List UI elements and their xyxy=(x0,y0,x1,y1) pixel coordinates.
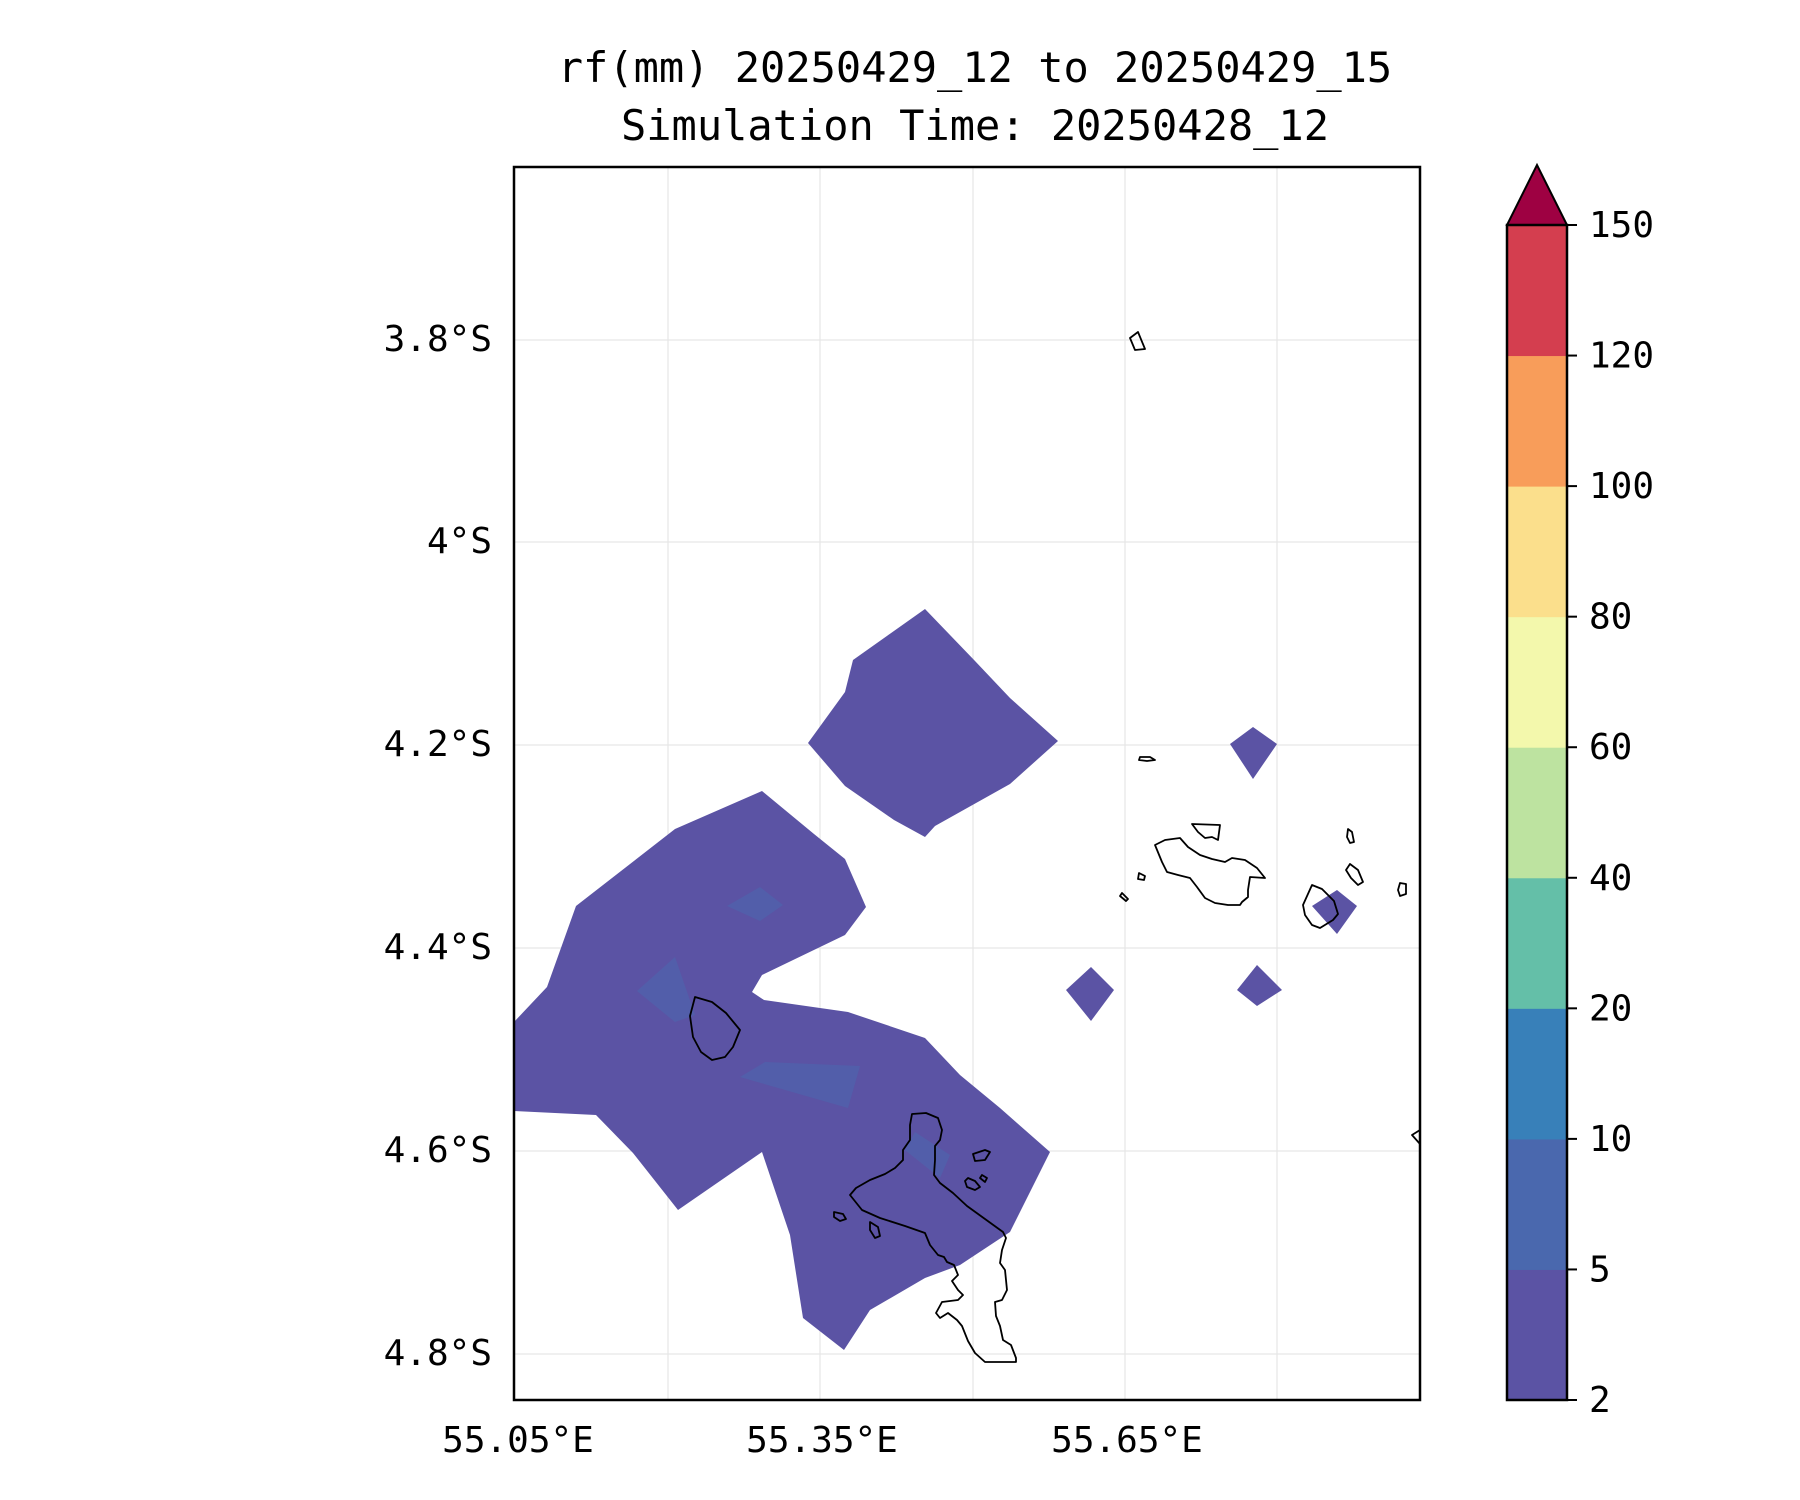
rain-area-east-2 xyxy=(1312,890,1357,934)
colorbar-segment xyxy=(1507,355,1567,487)
colorbar-segment xyxy=(1507,747,1567,879)
coastline-la-digue xyxy=(1302,884,1339,929)
colorbar-tick-label: 10 xyxy=(1589,1119,1632,1160)
colorbar-tick-label: 80 xyxy=(1589,597,1632,638)
colorbar-segment xyxy=(1507,225,1567,357)
title-line-1: rf(mm) 20250429_12 to 20250429_15 xyxy=(558,43,1392,92)
rain-area-east-1 xyxy=(1230,727,1277,779)
colorbar-segment xyxy=(1507,1138,1567,1270)
coastline-praslin xyxy=(1154,837,1266,906)
coastline-cerf xyxy=(964,1177,981,1191)
gridlines xyxy=(514,167,1420,1400)
coastline-mahe xyxy=(849,1112,1017,1363)
lon-tick-label: 55.65°E xyxy=(1051,1420,1203,1461)
colorbar-segment xyxy=(1507,486,1567,618)
map-axes: 3.8°S 4°S 4.2°S 4.4°S 4.6°S 4.8°S 55.05°… xyxy=(384,165,1422,1461)
coastline-islet xyxy=(1137,872,1146,881)
colorbar-tick-label: 100 xyxy=(1589,466,1654,507)
coastline-bird-island xyxy=(1129,331,1146,351)
rain-patch-5-10 xyxy=(905,1132,950,1178)
colorbar-tick-label: 2 xyxy=(1589,1380,1611,1421)
lat-tick-label: 4.8°S xyxy=(384,1333,492,1374)
lat-tick-label: 4.4°S xyxy=(384,927,492,968)
rain-patch-5-10 xyxy=(637,957,695,1022)
coastlines xyxy=(689,331,1421,1363)
coastline-islet xyxy=(1346,828,1355,844)
coastline-islet xyxy=(1138,756,1156,762)
colorbar-tick-label: 120 xyxy=(1589,336,1654,377)
map-frame xyxy=(512,165,1422,1402)
coastline-felicite xyxy=(1345,863,1364,886)
colorbar-extend-arrow xyxy=(1505,162,1569,226)
colorbar-tick-label: 60 xyxy=(1589,727,1632,768)
rain-area-north xyxy=(808,609,1058,837)
rain-patch-5-10 xyxy=(740,1062,860,1108)
lon-tick-label: 55.35°E xyxy=(746,1420,898,1461)
coastline-conception xyxy=(869,1221,881,1239)
colorbar-segment xyxy=(1507,1008,1567,1140)
lat-tick-labels: 3.8°S 4°S 4.2°S 4.4°S 4.6°S 4.8°S xyxy=(384,319,492,1374)
rain-area-east-3 xyxy=(1066,967,1114,1021)
rainfall-contours xyxy=(514,609,1357,1350)
colorbar: 2 5 10 20 40 60 80 100 120 150 xyxy=(1505,162,1654,1421)
coastline-islet xyxy=(1119,892,1129,902)
colorbar-segment xyxy=(1507,877,1567,1009)
lon-tick-label: 55.05°E xyxy=(442,1420,594,1461)
lat-tick-label: 4°S xyxy=(427,521,492,562)
lat-tick-label: 4.6°S xyxy=(384,1130,492,1171)
lon-tick-labels: 55.05°E 55.35°E 55.65°E xyxy=(442,1420,1203,1461)
coastline-islet xyxy=(1397,882,1407,897)
coastline-therese xyxy=(833,1211,847,1222)
coastline-moyenne xyxy=(979,1174,988,1183)
colorbar-frame xyxy=(1505,223,1569,1402)
coastline-st-anne xyxy=(972,1149,991,1162)
colorbar-tick-label: 5 xyxy=(1589,1249,1611,1290)
lat-tick-label: 4.2°S xyxy=(384,724,492,765)
colorbar-segment xyxy=(1507,616,1567,748)
colorbar-segment xyxy=(1507,1269,1567,1401)
title-line-2: Simulation Time: 20250428_12 xyxy=(621,101,1329,150)
rain-patch-5-10 xyxy=(727,887,783,921)
lat-tick-label: 3.8°S xyxy=(384,319,492,360)
colorbar-tick-label: 150 xyxy=(1589,205,1654,246)
coastline-curieuse xyxy=(1191,823,1221,841)
colorbar-tick-label: 20 xyxy=(1589,988,1632,1029)
colorbar-tick-label: 40 xyxy=(1589,858,1632,899)
rain-area-east-4 xyxy=(1237,965,1282,1006)
coastline-silhouette xyxy=(689,996,741,1061)
